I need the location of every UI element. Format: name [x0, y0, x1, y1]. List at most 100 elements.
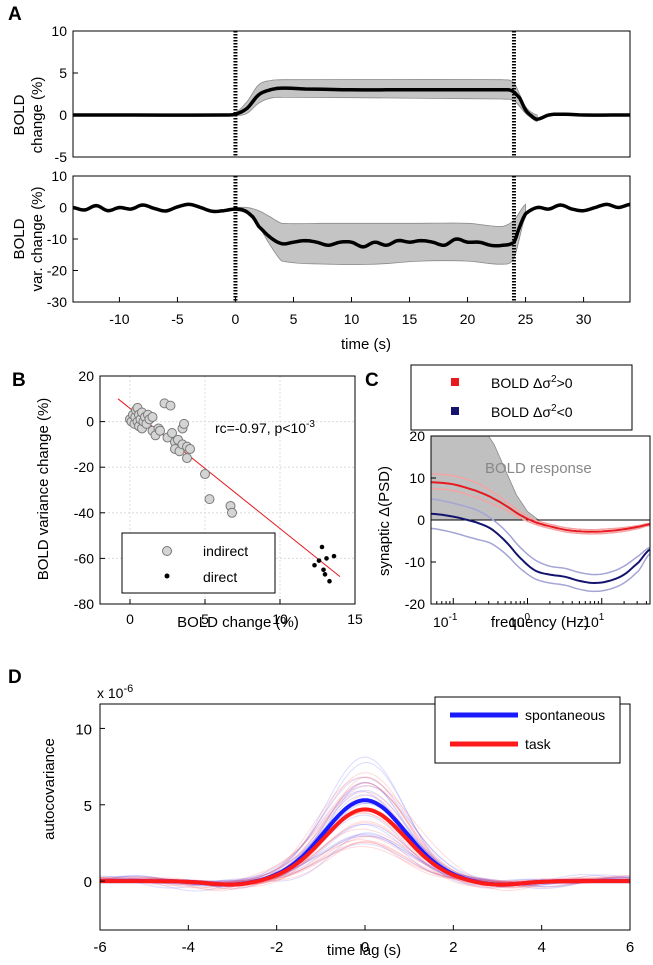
point-indirect [147, 412, 158, 423]
legend-label-task: task [525, 736, 552, 752]
panel-d-legend: spontaneous task [434, 696, 621, 764]
point-direct [319, 544, 325, 550]
faint-trace-task [100, 772, 630, 883]
series-upper-negative [431, 498, 650, 576]
x-tick-label: 4 [537, 939, 545, 956]
series-lower-positive [431, 487, 650, 535]
panel-a-bottom-ylabel-line1: BOLD [11, 218, 28, 259]
panel-label-c: C [365, 370, 379, 391]
mean-trace [72, 202, 631, 249]
x-tick-label: 0 [232, 311, 240, 327]
faint-trace-task [100, 841, 630, 883]
series-upper-positive [431, 473, 650, 531]
faint-trace-spontaneous [100, 843, 630, 885]
point-indirect [165, 400, 176, 411]
mean-trace [73, 86, 630, 121]
point-direct [327, 578, 332, 584]
y-tick-label: 5 [84, 798, 92, 815]
panel-b-legend: indirect direct [121, 532, 276, 594]
point-direct [324, 556, 329, 561]
panel-a-top-plot: 10 5 0 -5 [51, 23, 631, 165]
axes-frame [99, 375, 356, 605]
sem-band [235, 203, 526, 265]
point-direct [316, 558, 322, 563]
x-tick-label: 5 [290, 311, 298, 327]
panel-d-xlabel: time lag (s) [327, 942, 401, 959]
y-tick-label: -20 [74, 459, 94, 475]
faint-trace-spontaneous [100, 814, 630, 892]
bold-response-label: BOLD response [485, 460, 592, 477]
faint-trace-spontaneous [100, 776, 630, 886]
x-tick-label: 10 [344, 311, 360, 327]
point-direct [321, 567, 326, 573]
y-tick-label: 10 [75, 721, 92, 738]
x-tick-label: 25 [518, 311, 534, 327]
panel-d-plot: 10 5 0 -6 -4 -2 0 2 4 6 [75, 703, 634, 956]
axes-frame [72, 30, 631, 158]
y-tick-label: 10 [51, 23, 67, 39]
faint-trace-spontaneous [100, 789, 630, 886]
faint-trace-task [100, 776, 630, 885]
y-tick-label: 10 [51, 168, 67, 184]
x-tick-label: -4 [182, 939, 195, 956]
legend-label-direct: direct [203, 569, 237, 585]
legend-marker-direct [164, 573, 170, 579]
panel-a-top-ylabel-line2: change (%) [29, 77, 46, 154]
x-tick-label: 30 [576, 311, 592, 327]
y-tick-label: 20 [78, 368, 94, 384]
x-tick-label: 2 [449, 939, 457, 956]
faint-trace-spontaneous [100, 802, 630, 887]
x-tick-label: -6 [93, 939, 106, 956]
panel-d-scale-label: x 10-6 [97, 683, 133, 701]
y-tick-label: -80 [74, 596, 94, 612]
point-indirect [204, 494, 215, 505]
point-indirect [167, 428, 177, 438]
x-tick-label: -5 [171, 311, 184, 327]
panel-label-b: B [12, 370, 26, 391]
panel-a-xlabel: time (s) [341, 336, 391, 353]
panel-b-scatter: 20 0 -20 -40 -60 -80 0 5 10 15 [74, 368, 363, 627]
mean-trace-task [100, 807, 630, 887]
point-direct [322, 572, 328, 577]
point-indirect [182, 453, 192, 464]
y-tick-label: -20 [405, 596, 425, 612]
point-direct [312, 562, 317, 568]
series-lower-negative [431, 527, 650, 593]
x-tick-label: 10 [272, 611, 288, 627]
y-tick-label: -30 [47, 294, 67, 310]
series-mean-negative [431, 512, 650, 585]
panel-c-legend: BOLD Δσ2>0 BOLD Δσ2<0 [410, 364, 633, 431]
y-tick-label: -5 [55, 149, 68, 165]
faint-trace-task [100, 820, 630, 887]
x-tick-label: 0 [361, 939, 369, 956]
x-tick-label: 20 [460, 311, 476, 327]
panel-a: 10 5 0 -5 10 0 -10 -20 -30 -10 -5 0 5 10 15 20 25 30 BOL… [11, 23, 631, 353]
x-tick-label: 100 [509, 612, 531, 630]
panel-b-annotation: rc=-0.97, p<10-3 [215, 419, 315, 436]
point-indirect [185, 443, 195, 454]
y-tick-label: 0 [84, 874, 92, 891]
legend-label-positive: BOLD Δσ2>0 [491, 374, 573, 391]
panel-d-clipped-area [100, 756, 630, 892]
x-tick-label: -2 [270, 939, 283, 956]
x-tick-label: 10-1 [433, 612, 458, 630]
y-tick-label: -60 [74, 550, 94, 566]
sem-band [235, 78, 538, 123]
y-tick-label: 0 [86, 414, 94, 430]
x-tick-label: 101 [583, 612, 605, 630]
y-tick-label: 0 [417, 512, 425, 528]
point-indirect [227, 507, 237, 518]
legend-label-spontaneous: spontaneous [525, 707, 605, 723]
panel-a-bottom-plot: 10 0 -10 -20 -30 -10 -5 0 5 10 15 20 25 30 [47, 168, 631, 327]
panel-a-bottom-ylabel-line2: var. change (%) [29, 186, 46, 291]
y-tick-label: -40 [74, 505, 94, 521]
y-tick-label: -10 [405, 554, 425, 570]
point-indirect [155, 425, 165, 436]
x-tick-label: 5 [201, 611, 209, 627]
panel-b-xlabel: BOLD change (%) [177, 614, 299, 631]
point-indirect [179, 418, 189, 429]
point-direct [331, 553, 337, 559]
faint-trace-task [100, 822, 630, 886]
